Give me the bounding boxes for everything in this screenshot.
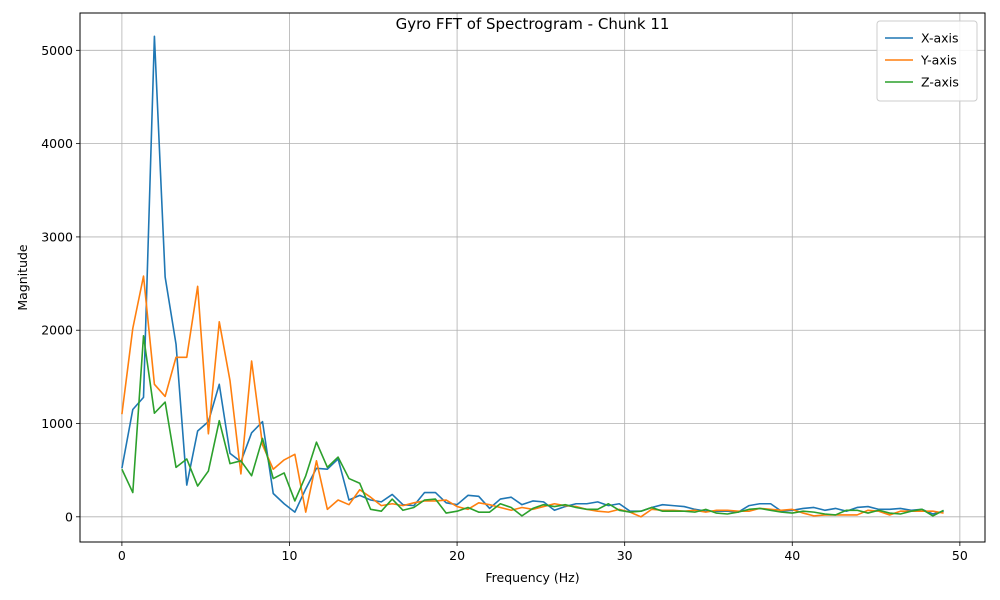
- axis-ticks: 0 10 20 30 40 50 0 1000 2000 3000 4000 5000: [41, 43, 968, 563]
- chart-title: Gyro FFT of Spectrogram - Chunk 11: [396, 15, 670, 33]
- x-tick-label: 0: [118, 548, 126, 563]
- x-tick-label: 50: [952, 548, 968, 563]
- plot-area: [79, 12, 986, 543]
- x-tick-label: 20: [449, 548, 465, 563]
- x-axis-label: Frequency (Hz): [485, 570, 579, 585]
- y-tick-label: 4000: [41, 136, 73, 151]
- series-line-x-axis: [121, 35, 944, 515]
- y-tick-label: 2000: [41, 323, 73, 338]
- legend-box: [876, 20, 978, 102]
- x-tick-label: 40: [784, 548, 800, 563]
- x-tick-label: 30: [617, 548, 633, 563]
- legend-label-x-axis: X-axis: [921, 31, 959, 46]
- legend: X-axis Y-axis Z-axis: [876, 20, 978, 102]
- x-tick-label: 10: [282, 548, 298, 563]
- y-tick-label: 1000: [41, 416, 73, 431]
- y-tick-label: 3000: [41, 229, 73, 244]
- y-axis-label: Magnitude: [15, 244, 30, 311]
- y-tick-label: 0: [65, 509, 73, 524]
- grid: [80, 13, 985, 542]
- legend-label-y-axis: Y-axis: [920, 53, 957, 68]
- series-line-z-axis: [121, 335, 944, 517]
- y-tick-label: 5000: [41, 43, 73, 58]
- series-lines: [121, 35, 944, 518]
- legend-label-z-axis: Z-axis: [921, 75, 959, 90]
